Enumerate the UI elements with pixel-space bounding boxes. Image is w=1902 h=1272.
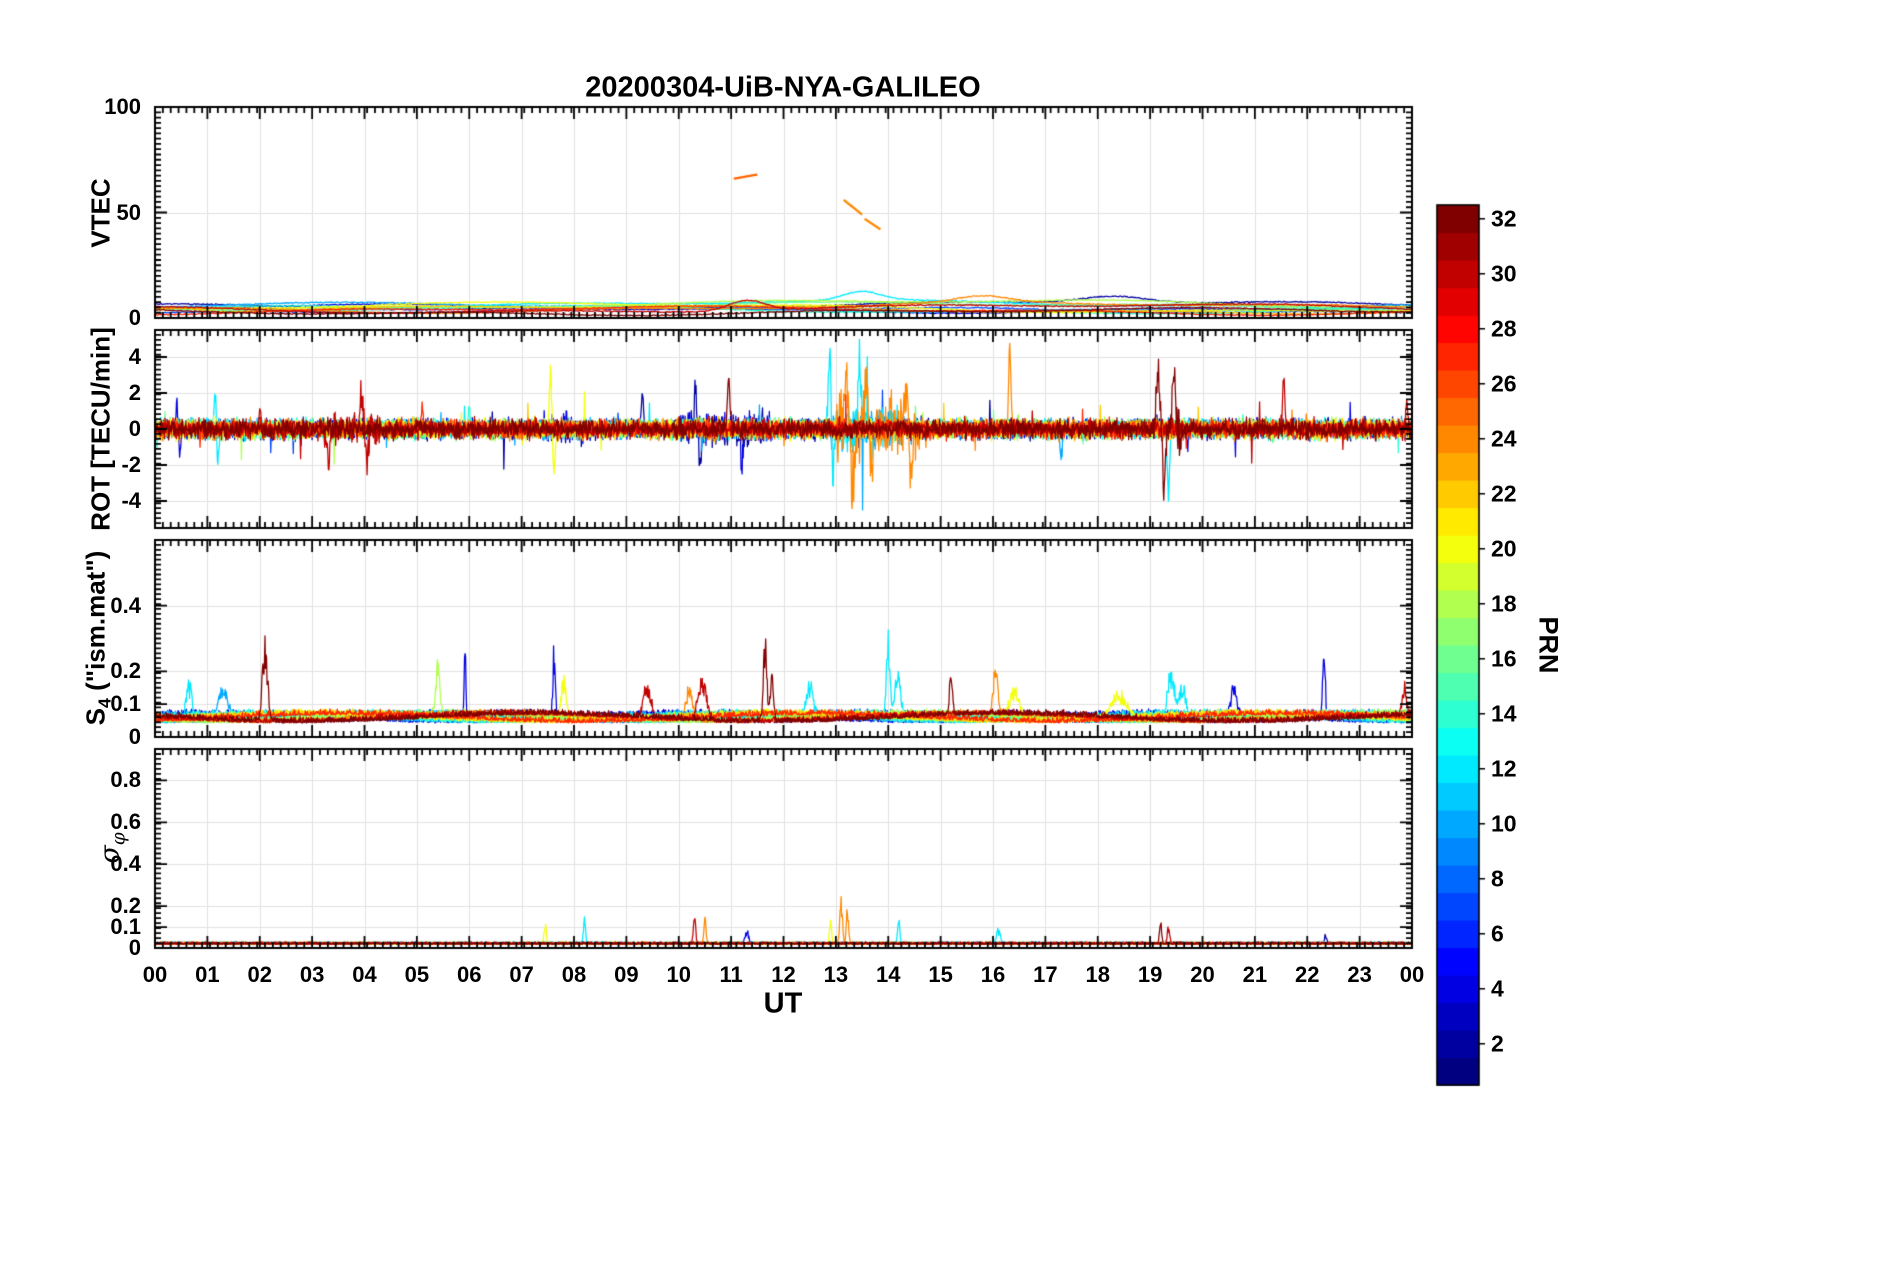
xlabel-ut: UT	[763, 987, 803, 1020]
chart-title: 20200304-UiB-NYA-GALILEO	[585, 71, 981, 104]
ylabel-s4: S4 ("ism.mat")	[80, 550, 115, 726]
ylabel-vtec: VTEC	[85, 178, 116, 248]
ylabel-rot: ROT [TECU/min]	[85, 327, 116, 531]
colorbar-label-prn: PRN	[1533, 616, 1564, 674]
ylabel-sigma-phi: σφ	[94, 832, 130, 864]
